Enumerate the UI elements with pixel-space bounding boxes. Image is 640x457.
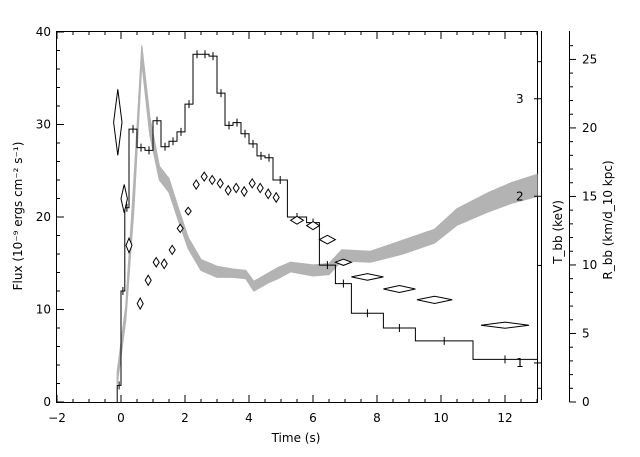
rbb-tick-label: 0 — [582, 395, 590, 409]
radius-band-layer — [116, 45, 538, 385]
flux-tick-label: 20 — [36, 210, 51, 224]
temperature-point — [256, 182, 264, 194]
plot-frame — [56, 31, 538, 403]
temperature-point — [383, 284, 416, 294]
x-tick-label: 12 — [497, 411, 512, 425]
temperature-point — [240, 185, 248, 198]
x-tick-label: 2 — [181, 411, 189, 425]
rbb-tick-label: 15 — [582, 189, 597, 203]
flux-tick-label: 40 — [36, 25, 51, 39]
temperature-point — [216, 177, 224, 189]
temperature-point — [224, 184, 232, 196]
temperature-point — [168, 244, 176, 256]
tbb-tick-label: 1 — [516, 356, 524, 370]
temperature-point — [152, 256, 160, 268]
temperature-point — [289, 215, 305, 225]
flux-axis-title: Flux (10⁻⁹ ergs cm⁻² s⁻¹) — [11, 142, 25, 291]
x-tick-label: 10 — [433, 411, 448, 425]
temperature-point — [113, 89, 123, 156]
flux-tick-label: 10 — [36, 303, 51, 317]
x-axis: −2 0 2 4 6 8 10 12 — [48, 32, 538, 425]
flux-histogram-layer — [116, 50, 537, 402]
temperature-point — [232, 182, 240, 194]
temperature-point — [305, 221, 321, 231]
temperature-point — [480, 321, 530, 329]
temperature-point — [192, 179, 200, 191]
temperature-point — [208, 174, 216, 186]
temperature-point — [248, 177, 256, 189]
temperature-point — [120, 184, 128, 213]
temperature-point — [416, 295, 453, 305]
flux-tick-label: 0 — [43, 395, 51, 409]
x-tick-label: 0 — [117, 411, 125, 425]
rbb-tick-label: 10 — [582, 258, 597, 272]
x-tick-label: 8 — [373, 411, 381, 425]
rbb-tick-label: 25 — [582, 52, 597, 66]
temperature-point — [125, 236, 133, 255]
rbb-axis-title: R_bb (km/d_10 kpc) — [601, 160, 615, 279]
tbb-axis-title: T_bb (keV) — [551, 200, 565, 265]
rbb-tick-label: 20 — [582, 121, 597, 135]
radius-band — [116, 45, 538, 385]
flux-histogram — [116, 53, 537, 402]
temperature-point — [144, 274, 152, 287]
x-tick-label: 4 — [245, 411, 253, 425]
tbb-tick-label: 3 — [516, 92, 524, 106]
flux-axis: 0 10 20 30 40 — [36, 25, 64, 409]
temperature-point — [334, 258, 353, 266]
temperature-point — [136, 296, 144, 311]
temperature-point — [264, 188, 272, 200]
x-tick-label: 6 — [309, 411, 317, 425]
temperature-point — [176, 223, 184, 234]
temperature-point — [184, 206, 192, 216]
rbb-tick-label: 5 — [582, 326, 590, 340]
flux-tick-label: 30 — [36, 118, 51, 132]
temperature-point — [351, 273, 384, 281]
rbb-axis: 0 5 10 15 20 25 — [569, 31, 597, 409]
x-tick-label: −2 — [48, 411, 66, 425]
temperature-point — [318, 234, 337, 245]
temperature-point — [200, 171, 208, 182]
temperature-point — [272, 191, 280, 204]
tbb-axis: 1 2 3 — [516, 31, 542, 400]
x-axis-title: Time (s) — [271, 431, 321, 445]
temperature-point — [160, 258, 168, 270]
temperature-diamond-layer — [113, 89, 530, 329]
tbb-tick-label: 2 — [516, 189, 524, 203]
